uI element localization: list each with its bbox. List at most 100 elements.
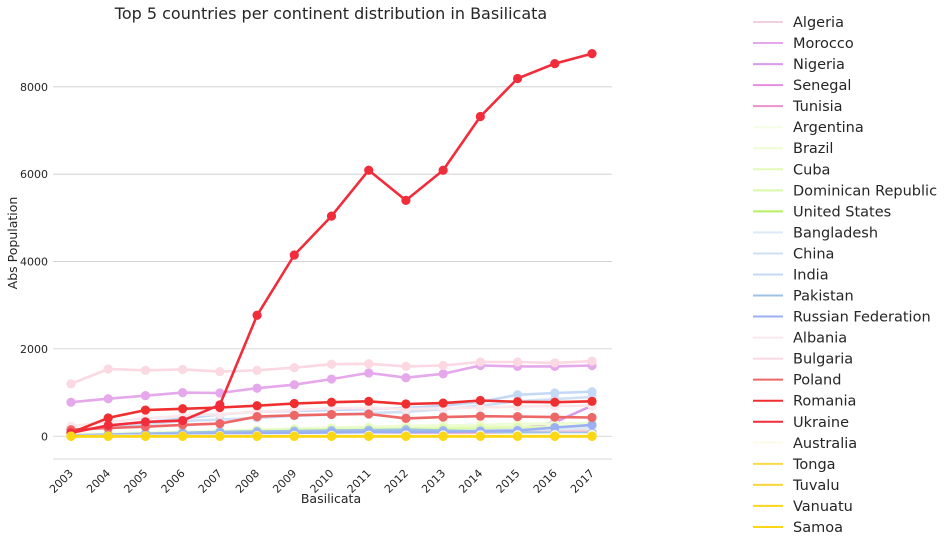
data-point xyxy=(326,211,337,221)
data-point xyxy=(512,390,523,400)
data-point xyxy=(140,405,151,415)
data-point xyxy=(475,111,485,122)
data-point xyxy=(66,431,76,441)
data-point xyxy=(103,394,113,404)
data-point xyxy=(289,431,299,441)
legend-label: Ukraine xyxy=(793,415,849,431)
data-point xyxy=(364,396,374,406)
data-point xyxy=(66,379,76,389)
data-point xyxy=(475,357,485,367)
data-point xyxy=(587,48,597,59)
data-point xyxy=(587,356,597,366)
data-point xyxy=(550,388,560,398)
legend-label: Tuvalu xyxy=(792,478,840,494)
series-samoa xyxy=(66,431,597,441)
data-point xyxy=(550,431,560,441)
legend-label: Bangladesh xyxy=(793,225,878,241)
x-tick-label: 2014 xyxy=(456,467,485,496)
data-point xyxy=(252,310,262,320)
x-tick-label: 2003 xyxy=(47,467,76,496)
legend-label: China xyxy=(793,246,834,262)
x-tick-label: 2005 xyxy=(121,467,150,496)
x-tick-label: 2004 xyxy=(84,467,113,496)
data-point xyxy=(587,412,597,423)
legend-label: Poland xyxy=(793,373,841,389)
legend: Algeria Morocco Nigeria Senegal Tunisia Argen… xyxy=(753,15,937,536)
x-tick-label: 2012 xyxy=(382,467,411,496)
legend-label: Dominican Republic xyxy=(793,183,937,199)
data-point xyxy=(326,409,337,420)
y-tick-label: 0 xyxy=(41,430,48,443)
data-point xyxy=(438,398,448,408)
x-tick-label: 2015 xyxy=(494,467,523,496)
data-point xyxy=(438,412,448,422)
legend-label: Argentina xyxy=(793,120,864,136)
data-point xyxy=(401,431,411,441)
data-point xyxy=(512,73,523,84)
data-point xyxy=(252,365,262,375)
data-point xyxy=(475,431,485,441)
data-point xyxy=(512,412,523,422)
data-point xyxy=(326,359,337,369)
data-point xyxy=(401,361,411,371)
legend-label: Samoa xyxy=(793,520,843,536)
data-point xyxy=(438,165,448,175)
legend-label: United States xyxy=(793,204,891,220)
data-point xyxy=(66,397,76,407)
data-point xyxy=(103,413,113,423)
data-point xyxy=(252,383,262,393)
legend-label: Cuba xyxy=(793,162,830,178)
y-axis-label: Abs Population xyxy=(5,197,20,290)
data-point xyxy=(215,431,225,441)
legend-label: Tonga xyxy=(792,457,836,473)
data-point xyxy=(103,420,113,430)
data-point xyxy=(252,431,262,441)
y-tick-label: 4000 xyxy=(20,256,48,269)
data-point xyxy=(215,367,225,377)
data-point xyxy=(438,431,448,441)
data-point xyxy=(326,397,337,407)
legend-label: Senegal xyxy=(793,78,851,94)
series-lines xyxy=(66,48,597,441)
data-point xyxy=(587,420,597,430)
data-point xyxy=(512,397,523,407)
data-point xyxy=(401,399,411,409)
data-point xyxy=(215,388,225,398)
legend-label: Vanuatu xyxy=(793,499,853,515)
series-ukraine xyxy=(66,48,597,438)
data-point xyxy=(475,402,485,413)
data-point xyxy=(178,404,188,414)
y-tick-label: 8000 xyxy=(20,81,48,94)
legend-label: India xyxy=(793,267,829,283)
data-point xyxy=(289,398,299,409)
data-point xyxy=(140,431,151,441)
data-point xyxy=(550,422,560,433)
data-point xyxy=(587,431,597,441)
data-point xyxy=(364,431,374,441)
data-point xyxy=(475,395,485,406)
legend-label: Pakistan xyxy=(793,289,854,305)
data-point xyxy=(438,369,448,379)
chart-title: Top 5 countries per continent distributi… xyxy=(114,4,547,23)
data-point xyxy=(364,368,374,378)
legend-label: Morocco xyxy=(793,36,854,52)
data-point xyxy=(401,373,411,383)
data-point xyxy=(140,391,151,401)
legend-label: Tunisia xyxy=(792,99,843,115)
data-point xyxy=(178,364,188,375)
legend-label: Romania xyxy=(793,394,856,410)
data-point xyxy=(140,365,151,375)
data-point xyxy=(103,364,113,374)
data-point xyxy=(178,431,188,441)
legend-label: Australia xyxy=(793,436,857,452)
data-point xyxy=(512,431,523,441)
data-point xyxy=(401,413,411,423)
data-point xyxy=(178,387,188,398)
x-tick-label: 2013 xyxy=(419,467,448,496)
data-point xyxy=(289,410,299,420)
legend-label: Nigeria xyxy=(793,57,845,73)
data-point xyxy=(364,359,374,369)
y-tick-label: 6000 xyxy=(20,168,48,181)
x-tick-label: 2007 xyxy=(196,467,225,496)
y-tick-label: 2000 xyxy=(20,343,48,356)
